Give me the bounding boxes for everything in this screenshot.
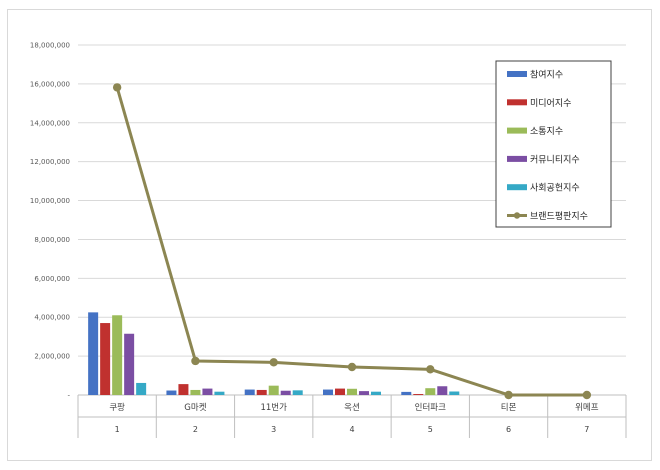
bar bbox=[371, 391, 381, 395]
bar bbox=[202, 388, 213, 395]
y-tick-label: 16,000,000 bbox=[30, 80, 70, 88]
legend-label: 커뮤니티지수 bbox=[530, 154, 580, 165]
chart-frame: - 2,000,000 4,000,000 6,000,000 8,000,000 10,… bbox=[7, 9, 652, 461]
line-point bbox=[582, 390, 592, 400]
line-point bbox=[426, 365, 435, 374]
line-series bbox=[112, 83, 592, 400]
legend-label: 미디어지수 bbox=[530, 98, 571, 109]
y-tick-label: 10,000,000 bbox=[30, 197, 70, 205]
legend-swatch bbox=[507, 184, 527, 191]
bar bbox=[124, 333, 135, 395]
y-axis-ticks: - 2,000,000 4,000,000 6,000,000 8,000,000 10,… bbox=[30, 42, 71, 400]
line-point bbox=[269, 358, 278, 367]
legend-swatch bbox=[507, 71, 527, 77]
bar bbox=[136, 382, 147, 395]
y-tick-label: 12,000,000 bbox=[30, 158, 70, 166]
legend-swatch bbox=[507, 127, 527, 134]
x-tick-label: 인터파크 bbox=[415, 402, 446, 413]
x-index-label: 3 bbox=[271, 425, 276, 434]
bar bbox=[401, 391, 412, 395]
legend-label: 사회공헌지수 bbox=[530, 183, 580, 194]
gridlines bbox=[78, 44, 626, 357]
x-index-label: 2 bbox=[193, 425, 198, 434]
bar bbox=[244, 389, 255, 395]
bar bbox=[112, 315, 123, 395]
x-tick-label: 11번가 bbox=[260, 403, 287, 413]
x-axis-categories: 쿠팡 1 G마켓 2 11번가 3 옥션 4 인터파크 5 티몬 6 위메프 7 bbox=[109, 402, 598, 434]
line-point bbox=[191, 356, 200, 366]
x-index-label: 1 bbox=[115, 425, 120, 434]
bar bbox=[190, 389, 201, 395]
line-point bbox=[112, 83, 122, 92]
x-tick-label: 위메프 bbox=[575, 403, 599, 413]
x-tick-label: 티몬 bbox=[501, 403, 517, 413]
y-tick-label: 18,000,000 bbox=[30, 42, 70, 50]
brand-reputation-chart: - 2,000,000 4,000,000 6,000,000 8,000,000 10,… bbox=[30, 42, 627, 438]
bar bbox=[359, 391, 369, 395]
x-tick-label: 옥션 bbox=[344, 402, 360, 413]
x-tick-label: 쿠팡 bbox=[109, 402, 125, 413]
bar bbox=[256, 389, 267, 395]
bar bbox=[268, 385, 279, 395]
legend-swatch bbox=[507, 99, 527, 106]
y-tick-label: 14,000,000 bbox=[30, 119, 70, 127]
x-index-label: 7 bbox=[584, 425, 589, 434]
bar-series bbox=[88, 312, 460, 395]
bar bbox=[280, 390, 291, 395]
bar bbox=[437, 386, 448, 395]
bar bbox=[292, 390, 303, 395]
legend-label: 브랜드평판지수 bbox=[530, 211, 588, 222]
bar bbox=[100, 323, 111, 395]
bar bbox=[166, 390, 177, 395]
y-tick-label: - bbox=[67, 392, 70, 400]
bar bbox=[425, 388, 436, 395]
bar bbox=[323, 389, 333, 395]
x-tick-label: G마켓 bbox=[184, 402, 206, 413]
bar bbox=[335, 388, 345, 395]
x-index-label: 4 bbox=[349, 425, 354, 434]
x-index-label: 6 bbox=[506, 425, 511, 434]
y-tick-label: 6,000,000 bbox=[34, 275, 70, 283]
legend-box bbox=[495, 60, 612, 228]
legend-label: 소통지수 bbox=[530, 126, 563, 137]
line-point bbox=[347, 362, 357, 372]
bar bbox=[449, 391, 460, 395]
bar bbox=[88, 312, 99, 395]
x-index-label: 5 bbox=[428, 425, 433, 434]
y-tick-label: 8,000,000 bbox=[34, 236, 70, 244]
legend-marker bbox=[513, 212, 521, 219]
bar bbox=[347, 388, 357, 395]
legend-label: 참여지수 bbox=[530, 69, 563, 81]
line-point bbox=[504, 390, 513, 400]
legend-swatch bbox=[507, 155, 527, 162]
y-tick-label: 2,000,000 bbox=[34, 353, 70, 361]
bar bbox=[214, 391, 225, 395]
bar bbox=[413, 394, 424, 395]
y-tick-label: 4,000,000 bbox=[34, 314, 70, 322]
bar bbox=[178, 384, 189, 395]
